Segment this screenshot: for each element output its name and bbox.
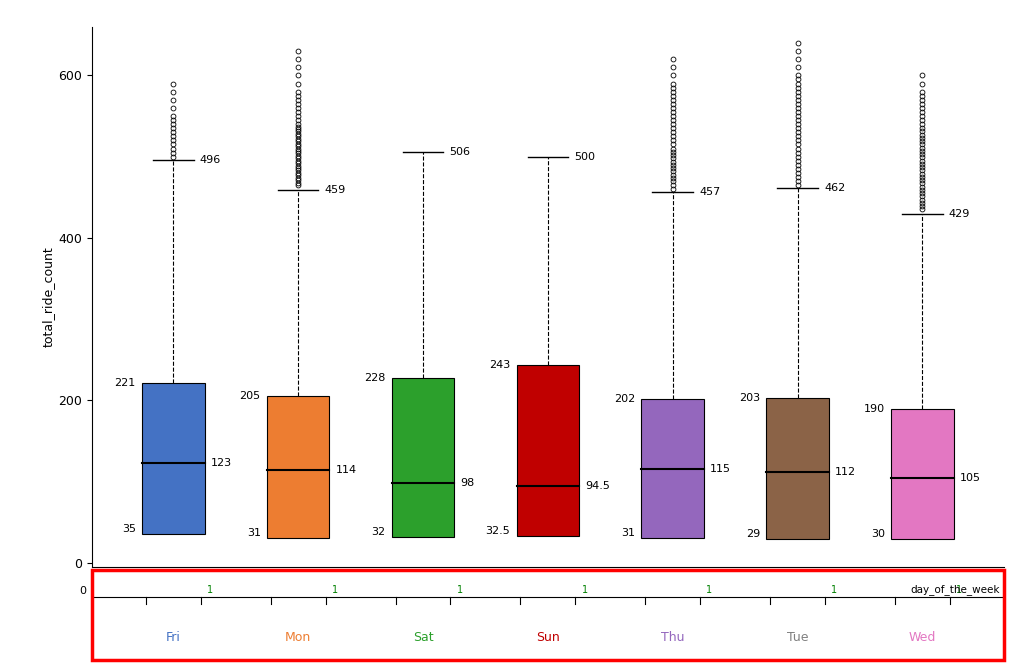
Text: 203: 203 bbox=[739, 393, 760, 403]
Text: 228: 228 bbox=[365, 373, 386, 383]
Text: 429: 429 bbox=[949, 209, 971, 219]
Text: 112: 112 bbox=[835, 467, 856, 477]
Text: 457: 457 bbox=[699, 187, 721, 197]
Text: 459: 459 bbox=[325, 185, 346, 195]
Text: 1: 1 bbox=[332, 585, 338, 595]
Text: 0: 0 bbox=[79, 586, 86, 596]
Text: 35: 35 bbox=[122, 524, 136, 534]
Bar bbox=[142, 384, 205, 534]
Bar bbox=[641, 399, 703, 538]
Text: 31: 31 bbox=[247, 528, 261, 538]
Text: 115: 115 bbox=[710, 464, 731, 474]
Text: 32.5: 32.5 bbox=[485, 526, 510, 536]
Text: 221: 221 bbox=[115, 378, 136, 388]
Text: 114: 114 bbox=[336, 466, 356, 476]
Text: Mon: Mon bbox=[285, 632, 311, 644]
Text: 29: 29 bbox=[745, 530, 760, 540]
Text: 1: 1 bbox=[457, 585, 463, 595]
Text: 32: 32 bbox=[372, 527, 386, 537]
Text: 98: 98 bbox=[461, 478, 475, 488]
Text: 94.5: 94.5 bbox=[586, 481, 610, 491]
Bar bbox=[392, 378, 455, 537]
Bar bbox=[267, 396, 330, 538]
Bar bbox=[766, 398, 828, 540]
Text: 31: 31 bbox=[622, 528, 635, 538]
Text: 500: 500 bbox=[574, 151, 595, 161]
Text: 1: 1 bbox=[956, 585, 963, 595]
Text: 105: 105 bbox=[959, 473, 981, 483]
Text: 123: 123 bbox=[211, 458, 231, 468]
Text: 496: 496 bbox=[200, 155, 221, 165]
Text: 506: 506 bbox=[450, 147, 470, 157]
Text: Fri: Fri bbox=[166, 632, 181, 644]
Text: 205: 205 bbox=[240, 392, 261, 402]
Text: Tue: Tue bbox=[786, 632, 808, 644]
Text: Thu: Thu bbox=[660, 632, 684, 644]
Text: 202: 202 bbox=[614, 394, 635, 404]
Text: day_of_the_week: day_of_the_week bbox=[910, 584, 999, 595]
Y-axis label: total_ride_count: total_ride_count bbox=[41, 246, 54, 348]
Text: Sat: Sat bbox=[413, 632, 433, 644]
Text: 1: 1 bbox=[707, 585, 713, 595]
Text: Wed: Wed bbox=[908, 632, 936, 644]
Text: 1: 1 bbox=[582, 585, 588, 595]
Text: 1: 1 bbox=[207, 585, 213, 595]
Text: Sun: Sun bbox=[536, 632, 560, 644]
Text: 1: 1 bbox=[831, 585, 838, 595]
Bar bbox=[517, 366, 579, 536]
Text: 190: 190 bbox=[864, 404, 885, 414]
Text: 243: 243 bbox=[489, 360, 510, 370]
Bar bbox=[891, 408, 953, 538]
Text: 30: 30 bbox=[871, 528, 885, 538]
Text: 462: 462 bbox=[824, 183, 845, 193]
